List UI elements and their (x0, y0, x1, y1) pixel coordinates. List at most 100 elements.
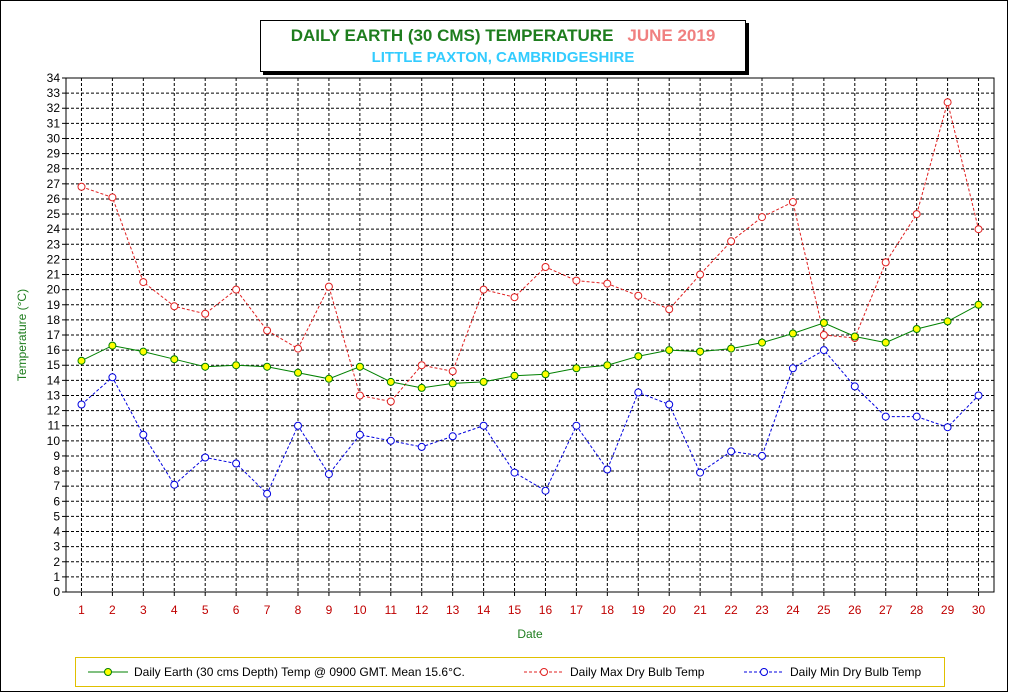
series-2 (77, 346, 983, 498)
x-tick-label: 19 (632, 603, 646, 617)
data-point (479, 285, 488, 294)
data-point (696, 347, 705, 356)
x-tick-label: 30 (972, 603, 986, 617)
data-point (510, 371, 519, 380)
data-point (201, 309, 210, 318)
data-point (232, 459, 241, 468)
x-tick-label: 14 (477, 603, 491, 617)
data-point (974, 225, 983, 234)
data-point (201, 362, 210, 371)
data-point (386, 436, 395, 445)
y-tick-label: 2 (53, 555, 60, 569)
x-tick-label: 13 (446, 603, 460, 617)
data-point (819, 331, 828, 339)
y-tick-label: 17 (47, 328, 61, 342)
y-tick-label: 4 (53, 525, 60, 539)
data-point (603, 465, 612, 474)
data-point (448, 379, 457, 388)
data-point (850, 382, 859, 391)
series-line (81, 100, 979, 403)
data-point (170, 355, 179, 364)
data-point (510, 293, 519, 302)
data-point (572, 276, 581, 285)
data-point (758, 213, 766, 222)
x-tick-label: 3 (140, 603, 147, 617)
x-tick-label: 7 (264, 603, 271, 617)
data-point (541, 370, 550, 379)
data-point (139, 430, 148, 439)
x-tick-label: 10 (353, 603, 367, 617)
data-point (139, 278, 148, 287)
data-point (263, 489, 272, 498)
data-point (881, 258, 890, 267)
data-point (603, 361, 612, 370)
data-point (974, 391, 983, 400)
data-point (603, 279, 612, 288)
y-tick-label: 21 (47, 268, 61, 282)
axes (62, 77, 995, 596)
data-point (572, 421, 581, 430)
data-point (634, 291, 643, 300)
y-tick-label: 7 (53, 479, 60, 493)
data-point (108, 341, 117, 350)
data-point (324, 374, 333, 383)
data-point (170, 480, 179, 489)
data-point (77, 400, 86, 409)
data-point (788, 329, 797, 338)
data-point (77, 356, 86, 365)
title-box: DAILY EARTH (30 CMS) TEMPERATURE JUNE 201… (260, 20, 746, 72)
data-point (294, 368, 302, 377)
data-point (448, 432, 457, 441)
data-point (263, 362, 272, 371)
y-tick-label: 3 (53, 540, 60, 554)
x-tick-label: 21 (693, 603, 707, 617)
y-tick-label: 1 (53, 570, 60, 584)
y-tick-label: 31 (47, 116, 61, 130)
data-point (819, 318, 828, 327)
x-tick-label: 28 (910, 603, 924, 617)
x-tick-label: 27 (879, 603, 893, 617)
y-tick-label: 22 (47, 252, 61, 266)
x-tick-label: 5 (202, 603, 209, 617)
x-tick-label: 4 (171, 603, 178, 617)
x-tick-label: 18 (601, 603, 615, 617)
legend: Daily Earth (30 cms Depth) Temp @ 0900 G… (75, 657, 945, 687)
chart-title-month: JUNE 2019 (627, 26, 716, 45)
data-point (479, 421, 488, 430)
data-point (201, 453, 210, 462)
data-point (727, 447, 736, 456)
legend-label-max: Daily Max Dry Bulb Temp (570, 665, 705, 679)
x-tick-label: 12 (415, 603, 429, 617)
data-point (324, 470, 333, 479)
x-tick-label: 20 (663, 603, 677, 617)
x-tick-label: 8 (295, 603, 302, 617)
y-tick-label: 11 (48, 419, 61, 433)
data-point (974, 300, 983, 309)
legend-label-min: Daily Min Dry Bulb Temp (790, 665, 922, 679)
y-tick-label: 29 (47, 147, 61, 161)
x-tick-label: 9 (326, 603, 333, 617)
data-point (263, 326, 272, 335)
y-tick-label: 13 (47, 388, 61, 402)
data-point (788, 364, 797, 373)
y-tick-label: 19 (47, 298, 61, 312)
legend-item-max: Daily Max Dry Bulb Temp (524, 658, 704, 686)
data-point (727, 344, 736, 353)
data-point (912, 412, 921, 421)
series-0 (77, 300, 983, 392)
data-point (634, 352, 643, 361)
data-point (758, 451, 766, 460)
legend-label-earth: Daily Earth (30 cms Depth) Temp @ 0900 G… (134, 665, 465, 679)
y-axis-label: Temperature (°C) (15, 289, 29, 381)
y-tick-label: 5 (53, 509, 60, 523)
x-tick-label: 29 (941, 603, 955, 617)
data-point (541, 486, 550, 495)
data-point (758, 338, 766, 347)
data-point (479, 377, 488, 386)
data-point (912, 325, 921, 333)
data-point (665, 305, 674, 314)
data-point (912, 210, 921, 219)
data-point (665, 346, 674, 355)
